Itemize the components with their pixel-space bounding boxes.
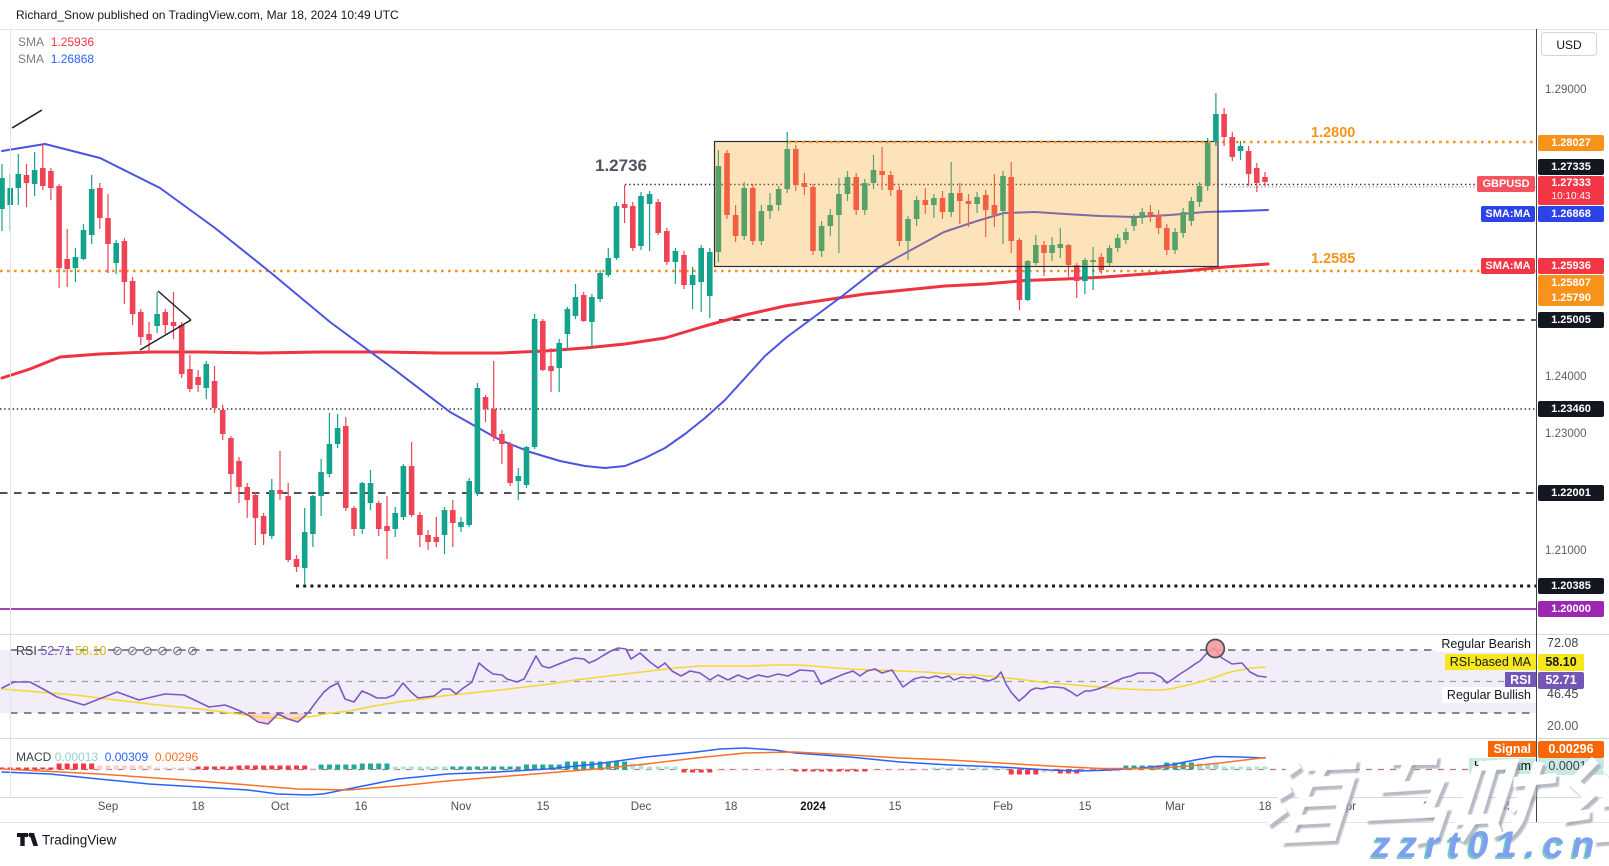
svg-text:TradingView: TradingView — [42, 833, 117, 848]
